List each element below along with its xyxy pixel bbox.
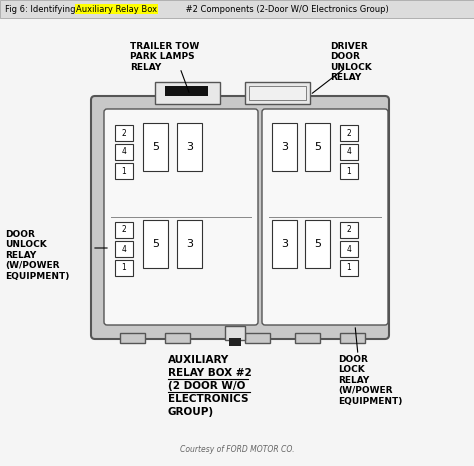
Text: 3: 3	[281, 142, 288, 152]
Bar	[245, 333, 270, 343]
Text: 5: 5	[314, 142, 321, 152]
Text: DRIVER
DOOR
UNLOCK
RELAY: DRIVER DOOR UNLOCK RELAY	[330, 42, 372, 82]
Bar	[340, 333, 365, 343]
Text: 1: 1	[346, 263, 351, 273]
Text: Auxiliary Relay Box: Auxiliary Relay Box	[76, 5, 157, 14]
Text: 5: 5	[152, 142, 159, 152]
Bar	[177, 123, 202, 171]
Bar	[340, 125, 358, 141]
Text: 2: 2	[346, 129, 351, 137]
Text: 3: 3	[186, 239, 193, 249]
Text: 4: 4	[346, 245, 351, 254]
Bar	[249, 86, 306, 100]
Bar	[340, 163, 358, 179]
Text: Fig 6: Identifying: Fig 6: Identifying	[5, 5, 78, 14]
Text: 5: 5	[314, 239, 321, 249]
Bar	[115, 241, 133, 257]
Bar	[143, 123, 168, 171]
Bar	[340, 222, 358, 238]
Text: DOOR
LOCK
RELAY
(W/POWER
EQUIPMENT): DOOR LOCK RELAY (W/POWER EQUIPMENT)	[338, 355, 402, 405]
Bar	[177, 220, 202, 268]
FancyBboxPatch shape	[104, 109, 258, 325]
Bar	[115, 125, 133, 141]
Text: TRAILER TOW
PARK LAMPS
RELAY: TRAILER TOW PARK LAMPS RELAY	[130, 42, 199, 72]
Text: ELECTRONICS: ELECTRONICS	[168, 394, 248, 404]
Text: (2 DOOR W/O: (2 DOOR W/O	[168, 381, 246, 391]
Bar	[115, 144, 133, 160]
Text: 5: 5	[152, 239, 159, 249]
Bar	[143, 220, 168, 268]
Text: 4: 4	[121, 245, 127, 254]
Bar	[340, 260, 358, 276]
Bar	[120, 333, 145, 343]
Text: 1: 1	[122, 263, 127, 273]
Bar	[272, 220, 297, 268]
FancyBboxPatch shape	[91, 96, 389, 339]
Bar	[340, 144, 358, 160]
Bar	[115, 163, 133, 179]
Bar	[305, 123, 330, 171]
Bar	[340, 241, 358, 257]
Bar	[155, 82, 220, 104]
Text: 2: 2	[122, 129, 127, 137]
Text: AUXILIARY: AUXILIARY	[168, 355, 229, 365]
Bar	[229, 338, 241, 346]
Bar	[115, 260, 133, 276]
Text: 3: 3	[186, 142, 193, 152]
Text: 4: 4	[121, 148, 127, 157]
Text: 1: 1	[122, 166, 127, 176]
Text: 2: 2	[122, 226, 127, 234]
Bar	[272, 123, 297, 171]
Text: 2: 2	[346, 226, 351, 234]
Text: 3: 3	[281, 239, 288, 249]
Text: 1: 1	[346, 166, 351, 176]
Text: DOOR
UNLOCK
RELAY
(W/POWER
EQUIPMENT): DOOR UNLOCK RELAY (W/POWER EQUIPMENT)	[5, 230, 69, 281]
Bar	[115, 222, 133, 238]
Bar	[245, 82, 310, 104]
Bar	[295, 333, 320, 343]
Text: Courtesy of FORD MOTOR CO.: Courtesy of FORD MOTOR CO.	[180, 445, 294, 454]
FancyBboxPatch shape	[262, 109, 388, 325]
Bar	[305, 220, 330, 268]
Text: RELAY BOX #2: RELAY BOX #2	[168, 368, 252, 378]
Bar	[225, 326, 245, 340]
Bar	[0, 0, 474, 18]
Text: 4: 4	[346, 148, 351, 157]
Bar	[165, 333, 190, 343]
Bar	[165, 86, 208, 96]
Text: GROUP): GROUP)	[168, 407, 214, 417]
Text: #2 Components (2-Door W/O Electronics Group): #2 Components (2-Door W/O Electronics Gr…	[183, 5, 389, 14]
